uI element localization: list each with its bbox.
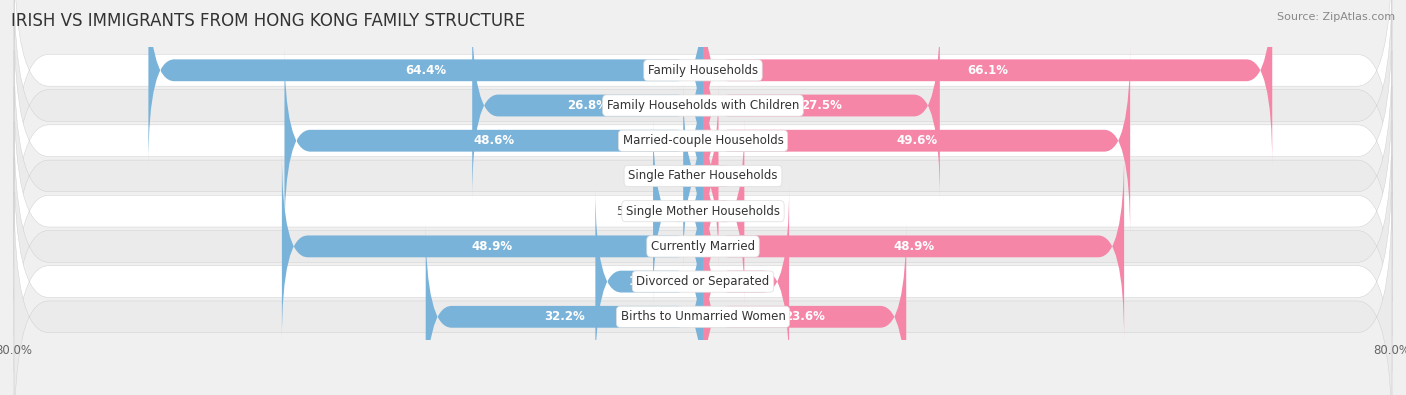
FancyBboxPatch shape [14,192,1392,395]
FancyBboxPatch shape [703,117,744,306]
FancyBboxPatch shape [14,0,1392,195]
Text: 64.4%: 64.4% [405,64,446,77]
Text: Currently Married: Currently Married [651,240,755,253]
Text: 26.8%: 26.8% [567,99,609,112]
Text: 27.5%: 27.5% [801,99,842,112]
Text: 2.3%: 2.3% [647,169,676,182]
Text: 48.6%: 48.6% [474,134,515,147]
Text: 49.6%: 49.6% [896,134,938,147]
Text: 48.9%: 48.9% [472,240,513,253]
Text: Single Father Households: Single Father Households [628,169,778,182]
Text: Source: ZipAtlas.com: Source: ZipAtlas.com [1277,12,1395,22]
Text: 4.8%: 4.8% [751,205,780,218]
FancyBboxPatch shape [678,81,709,271]
FancyBboxPatch shape [703,0,1272,165]
FancyBboxPatch shape [14,156,1392,395]
FancyBboxPatch shape [703,152,1125,341]
Text: 66.1%: 66.1% [967,64,1008,77]
FancyBboxPatch shape [652,117,703,306]
Text: Single Mother Households: Single Mother Households [626,205,780,218]
Text: 5.8%: 5.8% [617,205,647,218]
Text: 48.9%: 48.9% [893,240,934,253]
Text: 12.5%: 12.5% [628,275,669,288]
FancyBboxPatch shape [281,152,703,341]
Text: 1.8%: 1.8% [725,169,755,182]
Text: 23.6%: 23.6% [785,310,825,324]
FancyBboxPatch shape [703,222,907,395]
Text: IRISH VS IMMIGRANTS FROM HONG KONG FAMILY STRUCTURE: IRISH VS IMMIGRANTS FROM HONG KONG FAMIL… [11,12,526,30]
FancyBboxPatch shape [284,46,703,235]
Text: Births to Unmarried Women: Births to Unmarried Women [620,310,786,324]
Text: Divorced or Separated: Divorced or Separated [637,275,769,288]
FancyBboxPatch shape [472,11,703,200]
Text: 10.0%: 10.0% [725,275,766,288]
FancyBboxPatch shape [693,81,728,271]
FancyBboxPatch shape [595,187,703,376]
Text: Married-couple Households: Married-couple Households [623,134,783,147]
Text: Family Households with Children: Family Households with Children [607,99,799,112]
FancyBboxPatch shape [149,0,703,165]
FancyBboxPatch shape [14,51,1392,301]
FancyBboxPatch shape [703,187,789,376]
FancyBboxPatch shape [426,222,703,395]
FancyBboxPatch shape [14,121,1392,371]
Text: Family Households: Family Households [648,64,758,77]
FancyBboxPatch shape [703,11,939,200]
FancyBboxPatch shape [14,86,1392,336]
FancyBboxPatch shape [703,46,1130,235]
Text: 32.2%: 32.2% [544,310,585,324]
FancyBboxPatch shape [14,16,1392,266]
FancyBboxPatch shape [14,0,1392,231]
